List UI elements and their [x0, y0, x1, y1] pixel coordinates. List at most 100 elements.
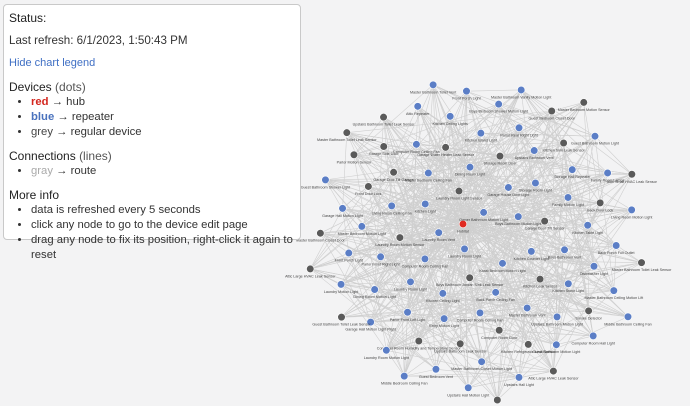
device-node-regular[interactable]: Garage Door Tilt Sensor	[525, 217, 566, 231]
device-node-repeater[interactable]: Kitchen Counter Light	[514, 247, 549, 261]
device-node-repeater[interactable]: Dining Room Motion Light	[353, 285, 396, 299]
device-node-regular[interactable]: Back Door Lock	[587, 198, 613, 212]
device-dot[interactable]	[376, 252, 385, 261]
device-node-repeater[interactable]: Middle Bathroom Ceiling Fan	[604, 312, 652, 326]
device-dot[interactable]	[477, 357, 486, 366]
device-dot[interactable]	[603, 168, 612, 178]
device-dot[interactable]	[464, 383, 473, 392]
device-dot[interactable]	[530, 146, 539, 155]
device-node-repeater[interactable]: Master Bathroom Vent	[509, 303, 546, 317]
device-dot[interactable]	[589, 331, 598, 341]
device-node-repeater[interactable]: Kitchen Island Light	[465, 129, 497, 143]
device-node-repeater[interactable]: Parlor Rear Right Light	[500, 123, 538, 137]
device-dot[interactable]	[596, 198, 605, 207]
device-dot[interactable]	[568, 165, 577, 174]
device-dot[interactable]	[441, 143, 450, 152]
device-node-repeater[interactable]: Master Bathroom Closet Motion Light	[451, 357, 512, 371]
device-dot[interactable]	[584, 306, 593, 315]
device-dot[interactable]	[583, 221, 592, 230]
device-dot[interactable]	[364, 182, 373, 191]
device-dot[interactable]	[552, 312, 562, 321]
device-node-repeater[interactable]: Owner Bathroom Motion Light	[459, 208, 508, 222]
device-node-repeater[interactable]: Master Bathroom Toilet Vent	[410, 80, 456, 94]
device-dot[interactable]	[514, 212, 523, 221]
device-dot[interactable]	[424, 168, 433, 178]
device-node-repeater[interactable]: Laundry Room Vent	[422, 228, 455, 242]
device-node-regular[interactable]: Master Bathroom Closet Door	[296, 229, 346, 243]
device-node-repeater[interactable]: Dining Room Light	[455, 163, 485, 177]
device-node-repeater[interactable]: Computer Room Ceiling Fan	[457, 308, 504, 322]
device-node-repeater[interactable]: Front Porch Light	[452, 87, 481, 101]
device-node-regular[interactable]: Boys Bathroom Jordan Sink Leak Sensor	[436, 273, 504, 287]
device-node-repeater[interactable]: Upstairs Bathroom Motion Light	[531, 312, 583, 326]
device-node-regular[interactable]: Attic Small HVAC Leak Sensor	[607, 170, 658, 184]
device-dot[interactable]	[412, 140, 421, 149]
device-node-repeater[interactable]: Guest Bathroom Motion Light	[532, 340, 580, 354]
device-node-regular[interactable]: Guest Bedroom Closet Door	[529, 106, 576, 121]
device-node-repeater[interactable]: Kitchen Ceiling Light	[426, 289, 460, 303]
device-node-regular[interactable]: Garage Water Heater Leak Sensor	[417, 143, 475, 157]
device-node-regular[interactable]: Front Door Lock	[355, 182, 382, 196]
device-dot[interactable]	[589, 262, 599, 271]
device-dot[interactable]	[527, 247, 536, 256]
device-node-repeater[interactable]: Master Bedroom Ceiling Fan	[405, 168, 452, 183]
device-dot[interactable]	[446, 112, 455, 121]
device-dot[interactable]	[535, 275, 545, 284]
device-dot[interactable]	[344, 248, 353, 258]
device-dot[interactable]	[440, 314, 449, 323]
device-node-repeater[interactable]: Family Motion Light	[552, 193, 584, 207]
device-node-repeater[interactable]: Computer Room Ceiling Fan	[393, 140, 440, 154]
device-dot[interactable]	[623, 312, 633, 321]
device-dot[interactable]	[306, 264, 315, 274]
device-dot[interactable]	[434, 228, 443, 237]
device-dot[interactable]	[414, 336, 423, 346]
device-node-repeater[interactable]: Parlor Front Right Light	[362, 252, 400, 266]
device-dot[interactable]	[429, 80, 438, 89]
device-dot[interactable]	[476, 129, 485, 138]
device-dot[interactable]	[637, 258, 646, 267]
device-dot[interactable]	[627, 205, 636, 214]
device-dot[interactable]	[379, 113, 388, 122]
device-node-repeater[interactable]: Upstairs Bathroom Vent	[515, 146, 554, 160]
device-dot[interactable]	[491, 288, 500, 297]
device-node-regular[interactable]: Garage Side Door	[369, 142, 399, 156]
device-dot[interactable]	[495, 326, 504, 335]
device-node-regular[interactable]: Guest Bathroom Toilet Leak Sensor	[312, 313, 371, 327]
device-node-hub[interactable]: Hubitat	[457, 219, 469, 234]
device-node-repeater[interactable]: Kasst Bedroom Motion Light	[479, 259, 526, 273]
device-node-repeater[interactable]: Upstairs Hall Light	[504, 373, 534, 387]
device-node-repeater[interactable]: Back Porch Full Outlet	[598, 241, 635, 255]
device-node-repeater[interactable]: Laundry Motion Light	[324, 280, 358, 294]
device-node-repeater[interactable]: Kitchen Light	[415, 199, 436, 213]
device-node-regular[interactable]: Parlor Motion Sensor	[337, 150, 372, 164]
device-node-repeater[interactable]: Parlor Front Left Light	[390, 308, 426, 322]
device-dot[interactable]	[579, 98, 588, 107]
device-dot[interactable]	[514, 373, 524, 382]
device-dot[interactable]	[342, 128, 351, 137]
device-dot[interactable]	[479, 208, 488, 217]
device-node-repeater[interactable]: Master Bathroom Ceiling Motion Lift	[584, 286, 643, 300]
device-dot[interactable]	[462, 87, 471, 96]
device-node-repeater[interactable]: Middle Bedroom Ceiling Fan	[381, 372, 428, 386]
device-dot[interactable]	[563, 193, 573, 202]
device-node-repeater[interactable]: Laundry Room Light	[448, 244, 481, 258]
device-dot[interactable]	[458, 219, 468, 229]
device-dot[interactable]	[612, 241, 621, 250]
device-dot[interactable]	[560, 245, 569, 254]
device-node-regular[interactable]: Master Bathroom Sink Leak Sensor	[468, 395, 527, 406]
device-dot[interactable]	[517, 85, 526, 95]
device-node-repeater[interactable]: Garage Hall Motion Light	[322, 204, 363, 218]
device-node-repeater[interactable]: Boys Bathroom Motion Light	[495, 212, 541, 226]
device-dot[interactable]	[552, 340, 561, 349]
device-dot[interactable]	[349, 150, 359, 159]
device-node-repeater[interactable]: Boys Bathroom Vent	[548, 245, 582, 259]
device-node-regular[interactable]: Attic Large HVAC Leak Sensor	[528, 366, 579, 381]
device-node-repeater[interactable]: Laundry Room Light	[394, 277, 427, 291]
device-node-repeater[interactable]: Front Porch Light	[335, 248, 363, 263]
device-dot[interactable]	[524, 340, 533, 349]
device-dot[interactable]	[547, 106, 556, 116]
device-dot[interactable]	[431, 365, 441, 374]
device-dot[interactable]	[389, 168, 398, 177]
device-node-repeater[interactable]: Upstairs Hall Motion Light	[447, 383, 489, 397]
